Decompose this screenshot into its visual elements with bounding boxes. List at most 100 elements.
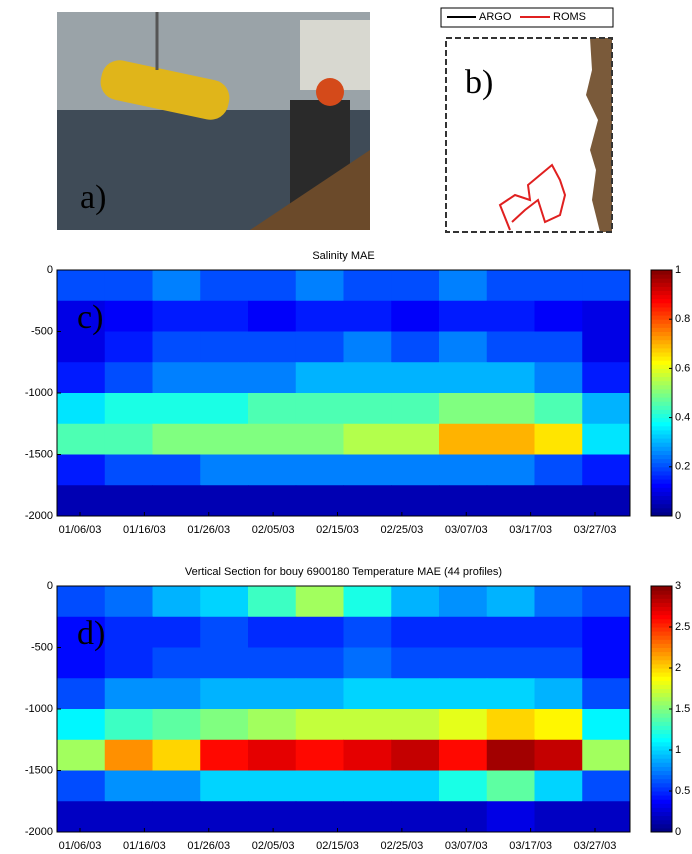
heat-cell xyxy=(439,485,487,516)
heat-cell xyxy=(248,617,296,648)
colorbar-swatch xyxy=(651,303,672,308)
colorbar-swatch xyxy=(651,627,672,632)
heat-cell xyxy=(296,424,344,455)
heat-cell xyxy=(248,455,296,486)
figure: a) ARGO ROMS b) Salinity MAEc)0-500-1000… xyxy=(0,0,692,854)
heat-cell xyxy=(391,678,439,709)
heat-cell xyxy=(57,648,105,679)
heat-cell xyxy=(344,455,392,486)
heat-cell xyxy=(582,301,630,332)
heat-cell xyxy=(487,393,535,424)
heat-cell xyxy=(582,771,630,802)
heat-cell xyxy=(487,586,535,617)
panel-label: c) xyxy=(77,299,103,336)
heat-cell xyxy=(200,455,248,486)
heat-cell xyxy=(344,332,392,363)
colorbar-swatch xyxy=(651,315,672,320)
heat-cell xyxy=(200,709,248,740)
heat-cell xyxy=(296,801,344,832)
panel-label: d) xyxy=(77,615,105,652)
heat-cell xyxy=(439,617,487,648)
heat-cell xyxy=(296,332,344,363)
heat-cell xyxy=(105,801,153,832)
colorbar-swatch xyxy=(651,483,672,488)
y-tick-label: -1000 xyxy=(25,387,53,399)
colorbar-swatch xyxy=(651,327,672,332)
chart-title: Salinity MAE xyxy=(312,250,374,262)
colorbar-swatch xyxy=(651,775,672,780)
colorbar-swatch xyxy=(651,311,672,316)
colorbar-tick-label: 1 xyxy=(675,264,681,276)
colorbar-swatch xyxy=(651,693,672,698)
heat-cell xyxy=(105,771,153,802)
heat-cell xyxy=(296,362,344,393)
heat-cell xyxy=(153,801,201,832)
x-tick-label: 01/16/03 xyxy=(123,524,166,536)
colorbar-swatch xyxy=(651,295,672,300)
colorbar-tick-label: 0 xyxy=(675,510,681,522)
heat-cell xyxy=(105,270,153,301)
colorbar-swatch xyxy=(651,746,672,751)
colorbar-tick-label: 1.5 xyxy=(675,703,690,715)
heat-cell xyxy=(153,709,201,740)
x-tick-label: 02/25/03 xyxy=(380,524,423,536)
heat-cell xyxy=(391,617,439,648)
heat-cell xyxy=(200,771,248,802)
colorbar-swatch xyxy=(651,307,672,312)
colorbar-swatch xyxy=(651,803,672,808)
heat-cell xyxy=(344,648,392,679)
heat-cell xyxy=(57,362,105,393)
colorbar-tick-label: 0.4 xyxy=(675,412,690,424)
colorbar-swatch xyxy=(651,336,672,341)
heat-cell xyxy=(296,586,344,617)
colorbar-swatch xyxy=(651,631,672,636)
heat-cell xyxy=(57,393,105,424)
colorbar-swatch xyxy=(651,356,672,361)
heat-cell xyxy=(535,709,583,740)
heat-cell xyxy=(344,393,392,424)
colorbar-swatch xyxy=(651,450,672,455)
colorbar-swatch xyxy=(651,594,672,599)
y-tick-label: -500 xyxy=(31,641,53,653)
heat-cell xyxy=(296,648,344,679)
heat-cell xyxy=(248,270,296,301)
colorbar-swatch xyxy=(651,401,672,406)
heat-cell xyxy=(248,424,296,455)
heat-cell xyxy=(200,332,248,363)
colorbar-tick-label: 0.6 xyxy=(675,362,690,374)
heat-cell xyxy=(200,740,248,771)
colorbar-swatch xyxy=(651,668,672,673)
x-tick-label: 03/27/03 xyxy=(574,524,617,536)
heat-cell xyxy=(344,301,392,332)
colorbar-swatch xyxy=(651,409,672,414)
colorbar-tick-label: 3 xyxy=(675,580,681,592)
colorbar-swatch xyxy=(651,672,672,677)
colorbar-swatch xyxy=(651,504,672,509)
heat-cell xyxy=(439,301,487,332)
x-tick-label: 03/07/03 xyxy=(445,840,488,852)
heat-cell xyxy=(391,801,439,832)
heat-cell xyxy=(105,362,153,393)
heat-cell xyxy=(57,332,105,363)
heat-cell xyxy=(535,648,583,679)
colorbar-swatch xyxy=(651,619,672,624)
colorbar-swatch xyxy=(651,344,672,349)
colorbar-swatch xyxy=(651,430,672,435)
colorbar-swatch xyxy=(651,414,672,419)
colorbar-swatch xyxy=(651,463,672,468)
legend-label: ROMS xyxy=(553,11,586,23)
colorbar-swatch xyxy=(651,660,672,665)
colorbar-swatch xyxy=(651,615,672,620)
heat-cell xyxy=(57,586,105,617)
colorbar-swatch xyxy=(651,799,672,804)
heat-cell xyxy=(582,586,630,617)
colorbar-swatch xyxy=(651,754,672,759)
heat-cell xyxy=(439,586,487,617)
colorbar-swatch xyxy=(651,319,672,324)
colorbar-swatch xyxy=(651,791,672,796)
heat-cell xyxy=(248,648,296,679)
heat-cell xyxy=(535,485,583,516)
colorbar-swatch xyxy=(651,393,672,398)
heat-cell xyxy=(535,362,583,393)
heat-cell xyxy=(105,678,153,709)
